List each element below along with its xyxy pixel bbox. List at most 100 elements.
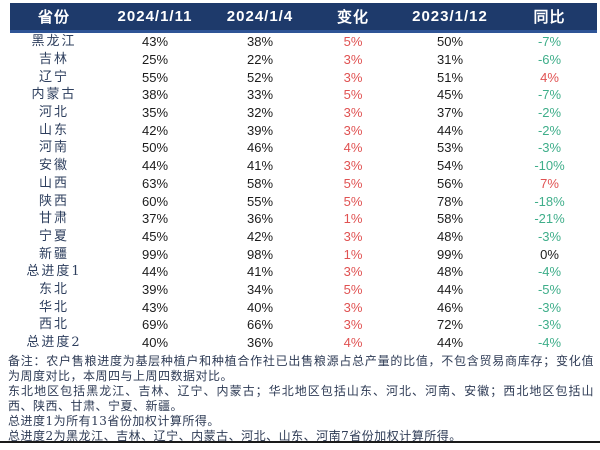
cell-yoy: -7% <box>537 87 562 103</box>
cell-province: 西北 <box>38 317 69 333</box>
cell-lastyear: 48% <box>436 264 464 280</box>
grain-sales-progress-table: 省份 2024/1/11 2024/1/4 变化 2023/1/12 同比 黑龙… <box>10 3 597 352</box>
cell-province: 甘肃 <box>38 211 69 227</box>
cell-change: 3% <box>343 317 363 333</box>
column-header-current: 2024/1/11 <box>117 8 193 25</box>
table-header-row: 省份 2024/1/11 2024/1/4 变化 2023/1/12 同比 <box>10 3 597 33</box>
cell-lastweek: 36% <box>246 211 274 227</box>
table-row: 山西 63% 58% 5% 56% 7% <box>10 175 597 193</box>
table-row: 安徽 44% 41% 3% 54% -10% <box>10 157 597 175</box>
cell-current: 44% <box>141 158 169 174</box>
cell-change: 3% <box>343 105 363 121</box>
cell-province: 河北 <box>38 105 69 121</box>
cell-province: 新疆 <box>38 246 69 262</box>
cell-lastyear: 56% <box>436 175 464 191</box>
table-row: 辽宁 55% 52% 3% 51% 4% <box>10 68 597 86</box>
cell-lastweek: 38% <box>246 34 274 50</box>
table-row: 华北 43% 40% 3% 46% -3% <box>10 298 597 316</box>
cell-yoy: -4% <box>537 264 562 280</box>
note-regions: 东北地区包括黑龙江、吉林、辽宁、内蒙古；华北地区包括山东、河北、河南、安徽；西北… <box>8 384 594 414</box>
table-row: 吉林 25% 22% 3% 31% -6% <box>10 51 597 69</box>
cell-lastyear: 46% <box>436 299 464 315</box>
table-row: 黑龙江 43% 38% 5% 50% -7% <box>10 33 597 51</box>
table-row: 总进度2 40% 36% 4% 44% -4% <box>10 334 597 352</box>
cell-change: 5% <box>343 175 363 191</box>
cell-yoy: -6% <box>537 52 562 68</box>
cell-yoy: -2% <box>537 122 562 138</box>
cell-change: 1% <box>343 211 363 227</box>
table-row: 总进度1 44% 41% 3% 48% -4% <box>10 263 597 281</box>
table-body: 黑龙江 43% 38% 5% 50% -7% 吉林 25% 22% 3% 31% -6% 辽宁 55% 52… <box>10 33 597 352</box>
cell-province: 黑龙江 <box>31 34 77 50</box>
cell-province: 东北 <box>38 281 69 297</box>
cell-change: 5% <box>343 193 363 209</box>
column-header-lastyear: 2023/1/12 <box>412 8 488 25</box>
cell-yoy: 7% <box>540 175 559 191</box>
table-row: 河南 50% 46% 4% 53% -3% <box>10 139 597 157</box>
cell-province: 华北 <box>38 299 69 315</box>
column-header-province: 省份 <box>37 8 70 26</box>
cell-lastweek: 40% <box>246 299 274 315</box>
cell-yoy: -18% <box>534 193 565 209</box>
note-total-progress1: 总进度1为所有13省份加权计算所得。 <box>8 414 220 429</box>
cell-lastyear: 44% <box>436 122 464 138</box>
cell-lastyear: 51% <box>436 69 464 85</box>
cell-province: 内蒙古 <box>31 87 77 103</box>
table-row: 新疆 99% 98% 1% 99% 0% <box>10 245 597 263</box>
cell-lastweek: 46% <box>246 140 274 156</box>
table-row: 甘肃 37% 36% 1% 58% -21% <box>10 210 597 228</box>
cell-province: 安徽 <box>38 158 69 174</box>
cell-lastweek: 34% <box>246 281 274 297</box>
column-header-lastweek: 2024/1/4 <box>226 8 294 25</box>
cell-yoy: -3% <box>537 140 562 156</box>
cell-current: 38% <box>141 87 169 103</box>
cell-yoy: -4% <box>537 335 562 351</box>
cell-change: 3% <box>343 158 363 174</box>
cell-yoy: -2% <box>537 105 562 121</box>
cell-current: 43% <box>141 34 169 50</box>
table-row: 河北 35% 32% 3% 37% -2% <box>10 104 597 122</box>
cell-lastweek: 33% <box>246 87 274 103</box>
note-definition: 备注：农户售粮进度为基层种植户和种植合作社已出售粮源占总产量的比值，不包含贸易商… <box>8 354 594 384</box>
cell-province: 山西 <box>38 175 69 191</box>
cell-current: 25% <box>141 52 169 68</box>
cell-lastyear: 50% <box>436 34 464 50</box>
cell-change: 3% <box>343 52 363 68</box>
cell-yoy: -7% <box>537 34 562 50</box>
cell-lastweek: 22% <box>246 52 274 68</box>
cell-current: 45% <box>141 228 169 244</box>
cell-yoy: -3% <box>537 228 562 244</box>
cell-current: 40% <box>141 335 169 351</box>
note-total-progress2: 总进度2为黑龙江、吉林、辽宁、内蒙古、河北、山东、河南7省份加权计算所得。 <box>8 429 462 444</box>
cell-current: 42% <box>141 122 169 138</box>
cell-yoy: -5% <box>537 281 562 297</box>
table-row: 内蒙古 38% 33% 5% 45% -7% <box>10 86 597 104</box>
cell-province: 陕西 <box>38 193 69 209</box>
cell-province: 山东 <box>38 122 69 138</box>
cell-change: 5% <box>343 34 363 50</box>
cell-change: 3% <box>343 69 363 85</box>
bottom-divider <box>0 441 600 443</box>
cell-lastweek: 58% <box>246 175 274 191</box>
cell-current: 37% <box>141 211 169 227</box>
cell-change: 3% <box>343 122 363 138</box>
cell-yoy: -3% <box>537 317 562 333</box>
table-row: 山东 42% 39% 3% 44% -2% <box>10 121 597 139</box>
cell-yoy: 4% <box>540 69 559 85</box>
cell-lastweek: 55% <box>246 193 274 209</box>
cell-province: 总进度2 <box>26 335 82 351</box>
cell-current: 63% <box>141 175 169 191</box>
cell-change: 5% <box>343 281 363 297</box>
table-row: 宁夏 45% 42% 3% 48% -3% <box>10 228 597 246</box>
cell-lastyear: 31% <box>436 52 464 68</box>
cell-lastweek: 36% <box>246 335 274 351</box>
cell-lastweek: 52% <box>246 69 274 85</box>
cell-yoy: -3% <box>537 299 562 315</box>
cell-lastyear: 54% <box>436 158 464 174</box>
cell-lastyear: 45% <box>436 87 464 103</box>
cell-current: 69% <box>141 317 169 333</box>
cell-lastyear: 44% <box>436 281 464 297</box>
footnotes: 备注：农户售粮进度为基层种植户和种植合作社已出售粮源占总产量的比值，不包含贸易商… <box>8 354 594 444</box>
cell-lastyear: 44% <box>436 335 464 351</box>
